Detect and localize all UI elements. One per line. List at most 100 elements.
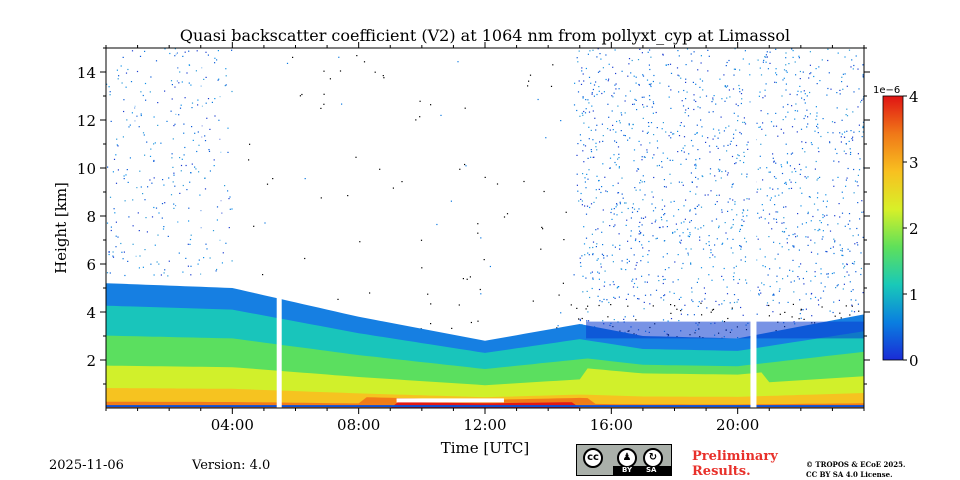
noise-dot	[646, 105, 648, 107]
noise-dot	[836, 285, 838, 287]
noise-dot	[726, 150, 728, 152]
noise-dot	[673, 200, 675, 202]
noise-dot	[678, 91, 680, 93]
noise-dot	[419, 100, 421, 102]
noise-dot	[844, 73, 846, 75]
noise-dot	[717, 147, 719, 149]
noise-dot	[712, 111, 714, 113]
noise-dot	[642, 199, 644, 201]
noise-dot	[803, 90, 805, 92]
noise-dot	[634, 98, 636, 100]
noise-dot	[787, 111, 789, 113]
noise-dot	[618, 286, 620, 288]
noise-dot	[606, 191, 608, 193]
noise-dot	[638, 233, 640, 235]
noise-dot	[740, 102, 742, 105]
noise-dot	[639, 48, 641, 50]
noise-dot	[853, 263, 855, 265]
noise-dot	[224, 85, 226, 87]
noise-dot	[774, 258, 776, 260]
noise-dot	[602, 221, 604, 223]
noise-dot	[797, 213, 799, 215]
noise-dot	[800, 128, 803, 130]
noise-dot	[845, 179, 847, 181]
y-tick-label: 8	[86, 208, 96, 226]
noise-dot	[785, 183, 787, 185]
noise-dot	[266, 183, 269, 185]
noise-dot	[716, 238, 718, 240]
noise-dot	[652, 157, 654, 159]
noise-dot	[602, 244, 604, 246]
noise-dot	[759, 289, 761, 291]
noise-dot	[584, 181, 586, 183]
noise-dot	[735, 144, 738, 147]
noise-dot	[678, 135, 681, 137]
noise-dot	[612, 66, 614, 68]
noise-dot	[842, 88, 844, 90]
noise-dot	[173, 203, 175, 205]
noise-dot	[615, 83, 617, 85]
noise-dot	[665, 64, 667, 66]
noise-dot	[764, 89, 766, 91]
noise-dot	[769, 199, 771, 201]
noise-dot	[744, 260, 746, 263]
noise-dot	[203, 257, 205, 259]
noise-dot	[598, 304, 600, 307]
noise-dot	[707, 137, 709, 139]
noise-dot	[130, 81, 133, 83]
noise-dot	[602, 140, 604, 142]
noise-dot	[637, 298, 639, 300]
noise-dot	[529, 74, 532, 76]
noise-dot	[840, 317, 842, 319]
noise-dot	[796, 110, 799, 112]
noise-dot	[855, 299, 857, 301]
noise-dot	[140, 113, 142, 115]
noise-dot	[576, 173, 578, 175]
noise-dot	[723, 74, 725, 76]
noise-dot	[200, 273, 202, 275]
noise-dot	[168, 260, 170, 262]
noise-dot	[341, 103, 343, 105]
noise-dot	[663, 240, 665, 242]
y-tick-label: 10	[77, 160, 96, 178]
noise-dot	[708, 235, 710, 237]
noise-dot	[776, 74, 778, 76]
noise-dot	[626, 258, 628, 260]
noise-dot	[777, 135, 779, 137]
noise-dot	[532, 300, 534, 302]
noise-dot	[758, 217, 760, 219]
noise-dot	[581, 67, 583, 69]
noise-dot	[625, 95, 627, 97]
noise-dot	[609, 157, 612, 159]
noise-dot	[775, 112, 777, 114]
noise-dot	[785, 52, 787, 54]
noise-dot	[666, 220, 668, 222]
noise-dot	[829, 141, 831, 143]
noise-dot	[203, 78, 205, 80]
noise-dot	[728, 59, 730, 62]
noise-dot	[619, 122, 621, 124]
noise-dot	[732, 137, 735, 139]
noise-dot	[829, 230, 832, 232]
noise-dot	[794, 110, 796, 112]
noise-dot	[690, 262, 692, 264]
noise-dot	[798, 57, 800, 59]
noise-dot	[668, 96, 670, 98]
noise-dot	[643, 308, 645, 310]
noise-dot	[734, 203, 736, 205]
noise-dot	[781, 222, 783, 224]
noise-dot	[833, 301, 835, 303]
noise-dot	[231, 90, 233, 93]
noise-dot	[789, 269, 791, 271]
noise-dot	[576, 307, 578, 309]
noise-dot	[836, 107, 838, 109]
noise-dot	[730, 227, 732, 229]
noise-dot	[743, 220, 745, 222]
noise-dot	[646, 132, 648, 134]
noise-dot	[108, 86, 110, 88]
noise-dot	[617, 105, 619, 107]
aerosol-band	[106, 402, 864, 408]
sa-label: SA	[646, 466, 657, 474]
noise-dot	[634, 268, 636, 270]
